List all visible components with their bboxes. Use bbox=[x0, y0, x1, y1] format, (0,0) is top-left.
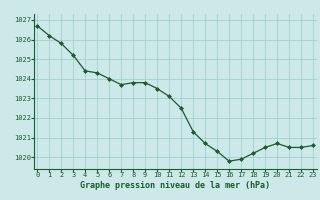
X-axis label: Graphe pression niveau de la mer (hPa): Graphe pression niveau de la mer (hPa) bbox=[80, 181, 270, 190]
